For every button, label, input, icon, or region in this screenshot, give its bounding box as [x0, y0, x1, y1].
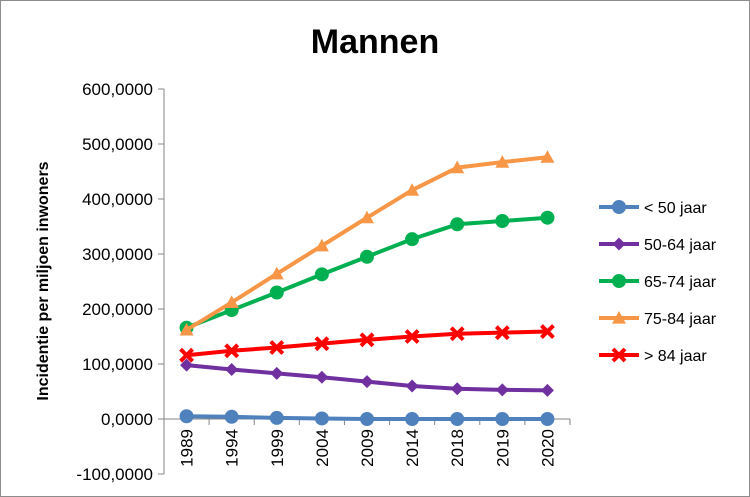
data-point — [224, 295, 239, 308]
x-tick-labels: 1989 1994 1999 2004 2009 2014 2018 2019 2020 — [178, 429, 558, 467]
data-point — [450, 412, 465, 426]
data-point — [450, 382, 464, 396]
data-point — [495, 214, 510, 228]
y-tick-label: -100,0000 — [76, 465, 153, 484]
x-tick-label: 2004 — [313, 429, 332, 467]
data-point — [314, 411, 329, 426]
data-point — [540, 150, 555, 163]
legend-label: < 50 jaar — [644, 200, 707, 217]
legend-item: 65-74 jaar — [599, 274, 717, 291]
legend-item: 50-64 jaar — [599, 237, 717, 254]
series-2 — [180, 358, 554, 397]
data-point — [450, 160, 465, 174]
data-point — [269, 285, 284, 300]
data-point — [449, 326, 465, 342]
data-point — [360, 210, 374, 224]
legend-label: > 84 jaar — [644, 348, 707, 365]
data-point — [405, 379, 419, 393]
data-point — [405, 183, 420, 196]
data-point — [224, 409, 239, 424]
y-axis-label: Incidentie per miljoen inwoners — [35, 161, 52, 400]
legend-label: 50-64 jaar — [644, 237, 717, 254]
data-point — [540, 324, 555, 339]
data-point — [269, 340, 285, 355]
data-point — [404, 329, 420, 344]
data-point — [179, 347, 194, 363]
x-tick-label: 2014 — [403, 429, 422, 467]
data-point — [495, 383, 509, 397]
data-point — [540, 383, 554, 397]
data-point — [359, 332, 375, 348]
x-tick-label: 1989 — [178, 429, 197, 467]
data-point — [314, 238, 329, 252]
data-point — [360, 412, 374, 426]
legend-marker — [612, 200, 626, 214]
series-line — [186, 329, 548, 358]
data-point — [224, 343, 240, 359]
data-point — [540, 412, 555, 426]
data-point — [269, 410, 284, 425]
series-4 — [179, 150, 555, 336]
legend-item: > 84 jaar — [599, 347, 707, 365]
series-5 — [179, 324, 555, 363]
y-tick-label: 600,0000 — [82, 80, 153, 99]
y-tick-label: 100,0000 — [82, 355, 153, 374]
y-tick-label: 400,0000 — [82, 190, 153, 209]
legend-marker — [612, 274, 626, 288]
data-point — [495, 155, 510, 168]
data-point — [494, 325, 510, 341]
x-tick-label: 1994 — [223, 429, 242, 467]
y-tick-labels: -100,0000 0,0000 100,0000 200,0000 300,0000 4… — [76, 80, 153, 484]
data-point — [179, 322, 194, 336]
data-point — [360, 375, 374, 389]
data-point — [315, 370, 329, 384]
data-point — [405, 232, 420, 247]
x-tick-label: 2020 — [538, 429, 557, 467]
y-tick-label: 500,0000 — [82, 135, 153, 154]
chart-title: Mannen — [311, 23, 439, 61]
x-tick-label: 2019 — [493, 429, 512, 467]
x-tick-label: 2018 — [448, 429, 467, 467]
legend-label: 75-84 jaar — [644, 311, 717, 328]
data-point — [405, 412, 420, 426]
y-tick-label: 300,0000 — [82, 245, 153, 264]
y-tick-label: 200,0000 — [82, 300, 153, 319]
series-group — [179, 150, 555, 426]
legend-item: 75-84 jaar — [599, 311, 717, 328]
data-point — [314, 267, 329, 282]
x-tick-label: 2009 — [358, 429, 377, 467]
data-point — [270, 366, 284, 380]
legend-item: < 50 jaar — [599, 200, 707, 217]
data-point — [540, 210, 555, 225]
data-point — [495, 412, 510, 426]
legend-label: 65-74 jaar — [644, 274, 717, 291]
series-line — [185, 215, 548, 330]
data-point — [269, 266, 284, 280]
data-point — [180, 358, 194, 372]
data-point — [360, 249, 374, 264]
data-point — [179, 409, 194, 424]
series-3 — [179, 210, 555, 335]
data-point — [314, 336, 330, 352]
legend-marker — [612, 311, 626, 324]
legend: < 50 jaar 50-64 jaar 65-74 jaar 75-84 jaar >… — [599, 200, 717, 365]
legend-marker — [611, 347, 627, 363]
data-point — [450, 217, 465, 232]
x-tick-label: 1999 — [268, 429, 287, 467]
legend-marker — [612, 237, 626, 251]
data-point — [225, 363, 239, 376]
series-1 — [179, 409, 555, 426]
y-tick-label: 0,0000 — [101, 410, 153, 429]
series-line — [185, 155, 548, 332]
